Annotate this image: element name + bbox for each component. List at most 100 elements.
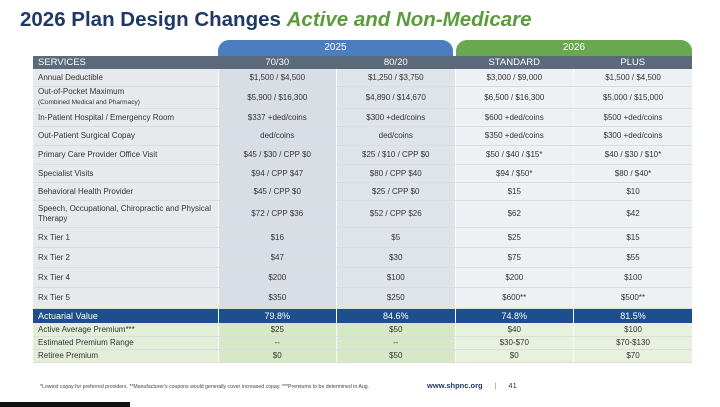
cell-plus: $42	[573, 200, 692, 228]
page-title: 2026 Plan Design Changes Active and Non-…	[20, 8, 532, 32]
cell-standard: $75	[454, 247, 574, 268]
table-row: Behavioral Health Provider $45 / CPP $0 …	[33, 182, 692, 201]
cell-70-30: $5,900 / $16,300	[217, 86, 337, 109]
cell-plus: $100	[573, 323, 692, 337]
cell-70-30: $47	[217, 247, 337, 268]
cell-70-30: $45 / CPP $0	[217, 182, 337, 201]
cell-80-20: $5	[336, 227, 455, 248]
column-header-80-20: 80/20	[336, 56, 455, 69]
service-label: In-Patient Hospital / Emergency Room	[33, 108, 218, 127]
service-label: Primary Care Provider Office Visit	[33, 145, 218, 165]
cell-standard: $600**	[454, 287, 574, 309]
column-header-services: SERVICES	[33, 56, 218, 69]
table-row: Specialist Visits $94 / CPP $47 $80 / CP…	[33, 164, 692, 183]
service-label: Out-of-Pocket Maximum (Combined Medical a…	[33, 86, 218, 109]
service-label-sub: (Combined Medical and Pharmacy)	[38, 98, 140, 106]
cell-plus: $100	[573, 267, 692, 288]
footer-url: www.shpnc.org	[427, 381, 483, 390]
footnote-text: *Lowest copay for preferred providers. *…	[40, 384, 370, 390]
cell-70-30: ded/coins	[217, 126, 337, 146]
cell-80-20: 84.6%	[336, 308, 455, 323]
cell-standard: 74.8%	[454, 308, 574, 323]
cell-80-20: $300 +ded/coins	[336, 108, 455, 127]
cell-standard: $62	[454, 200, 574, 228]
cell-80-20: $250	[336, 287, 455, 309]
cell-80-20: --	[336, 336, 455, 350]
cell-80-20: $50	[336, 323, 455, 337]
bottom-edge-band	[0, 402, 130, 407]
footer: *Lowest copay for preferred providers. *…	[40, 381, 517, 390]
cell-standard: $50 / $40 / $15*	[454, 145, 574, 165]
year-tab-2026: 2026	[456, 40, 692, 56]
cell-80-20: $1,250 / $3,750	[336, 69, 455, 87]
cell-80-20: $50	[336, 349, 455, 363]
service-label-main: Out-of-Pocket Maximum	[38, 87, 125, 96]
service-label: Behavioral Health Provider	[33, 182, 218, 201]
cell-70-30: --	[217, 336, 337, 350]
cell-plus: $15	[573, 227, 692, 248]
cell-80-20: $25 / $10 / CPP $0	[336, 145, 455, 165]
cell-80-20: $52 / CPP $26	[336, 200, 455, 228]
table-row: Annual Deductible $1,500 / $4,500 $1,250…	[33, 69, 692, 87]
title-accent: Active and Non-Medicare	[286, 8, 532, 31]
cell-80-20: ded/coins	[336, 126, 455, 146]
cell-plus: $1,500 / $4,500	[573, 69, 692, 87]
table-row: Rx Tier 1 $16 $5 $25 $15	[33, 227, 692, 248]
service-label: Speech, Occupational, Chiropractic and P…	[33, 200, 218, 228]
footer-separator: |	[494, 383, 497, 390]
table-row: Rx Tier 2 $47 $30 $75 $55	[33, 247, 692, 268]
cell-plus: $300 +ded/coins	[573, 126, 692, 146]
premium-row: Active Average Premium*** $25 $50 $40 $1…	[33, 323, 692, 337]
column-header-plus: PLUS	[573, 56, 692, 69]
service-label: Actuarial Value	[33, 308, 218, 323]
cell-plus: $80 / $40*	[573, 164, 692, 183]
cell-plus: $500 +ded/coins	[573, 108, 692, 127]
column-header-standard: STANDARD	[455, 56, 574, 69]
cell-80-20: $4,890 / $14,670	[336, 86, 455, 109]
table-row: Rx Tier 5 $350 $250 $600** $500**	[33, 287, 692, 309]
cell-standard: $6,500 / $16,300	[454, 86, 574, 109]
cell-80-20: $30	[336, 247, 455, 268]
service-label: Rx Tier 5	[33, 287, 218, 309]
cell-plus: $55	[573, 247, 692, 268]
service-label: Rx Tier 4	[33, 267, 218, 288]
cell-standard: $30-$70	[454, 336, 574, 350]
cell-standard: $25	[454, 227, 574, 248]
cell-70-30: $200	[217, 267, 337, 288]
cell-standard: $200	[454, 267, 574, 288]
cell-70-30: $72 / CPP $36	[217, 200, 337, 228]
service-label: Specialist Visits	[33, 164, 218, 183]
cell-standard: $94 / $50*	[454, 164, 574, 183]
cell-80-20: $25 / CPP $0	[336, 182, 455, 201]
cell-70-30: $45 / $30 / CPP $0	[217, 145, 337, 165]
cell-plus: $500**	[573, 287, 692, 309]
cell-standard: $40	[454, 323, 574, 337]
service-label: Annual Deductible	[33, 69, 218, 87]
column-header-70-30: 70/30	[218, 56, 337, 69]
table-row: Primary Care Provider Office Visit $45 /…	[33, 145, 692, 165]
service-label: Out-Patient Surgical Copay	[33, 126, 218, 146]
cell-80-20: $100	[336, 267, 455, 288]
cell-standard: $0	[454, 349, 574, 363]
cell-70-30: $25	[217, 323, 337, 337]
table-row: In-Patient Hospital / Emergency Room $33…	[33, 108, 692, 127]
cell-70-30: $16	[217, 227, 337, 248]
cell-standard: $3,000 / $9,000	[454, 69, 574, 87]
cell-plus: 81.5%	[573, 308, 692, 323]
table-row: Out-Patient Surgical Copay ded/coins ded…	[33, 126, 692, 146]
service-label: Retiree Premium	[33, 349, 218, 363]
table-row: Rx Tier 4 $200 $100 $200 $100	[33, 267, 692, 288]
cell-plus: $70-$130	[573, 336, 692, 350]
cell-70-30: $350	[217, 287, 337, 309]
premium-row: Estimated Premium Range -- -- $30-$70 $7…	[33, 336, 692, 350]
cell-standard: $600 +ded/coins	[454, 108, 574, 127]
year-tab-2025: 2025	[218, 40, 453, 56]
service-label: Rx Tier 2	[33, 247, 218, 268]
table-header-row: SERVICES 70/30 80/20 STANDARD PLUS	[33, 56, 692, 69]
title-main: 2026 Plan Design Changes	[20, 8, 287, 31]
premium-row: Retiree Premium $0 $50 $0 $70	[33, 349, 692, 363]
cell-plus: $5,000 / $15,000	[573, 86, 692, 109]
cell-70-30: $1,500 / $4,500	[217, 69, 337, 87]
plan-design-table: SERVICES 70/30 80/20 STANDARD PLUS Annua…	[33, 56, 692, 363]
page-number: 41	[508, 381, 517, 390]
